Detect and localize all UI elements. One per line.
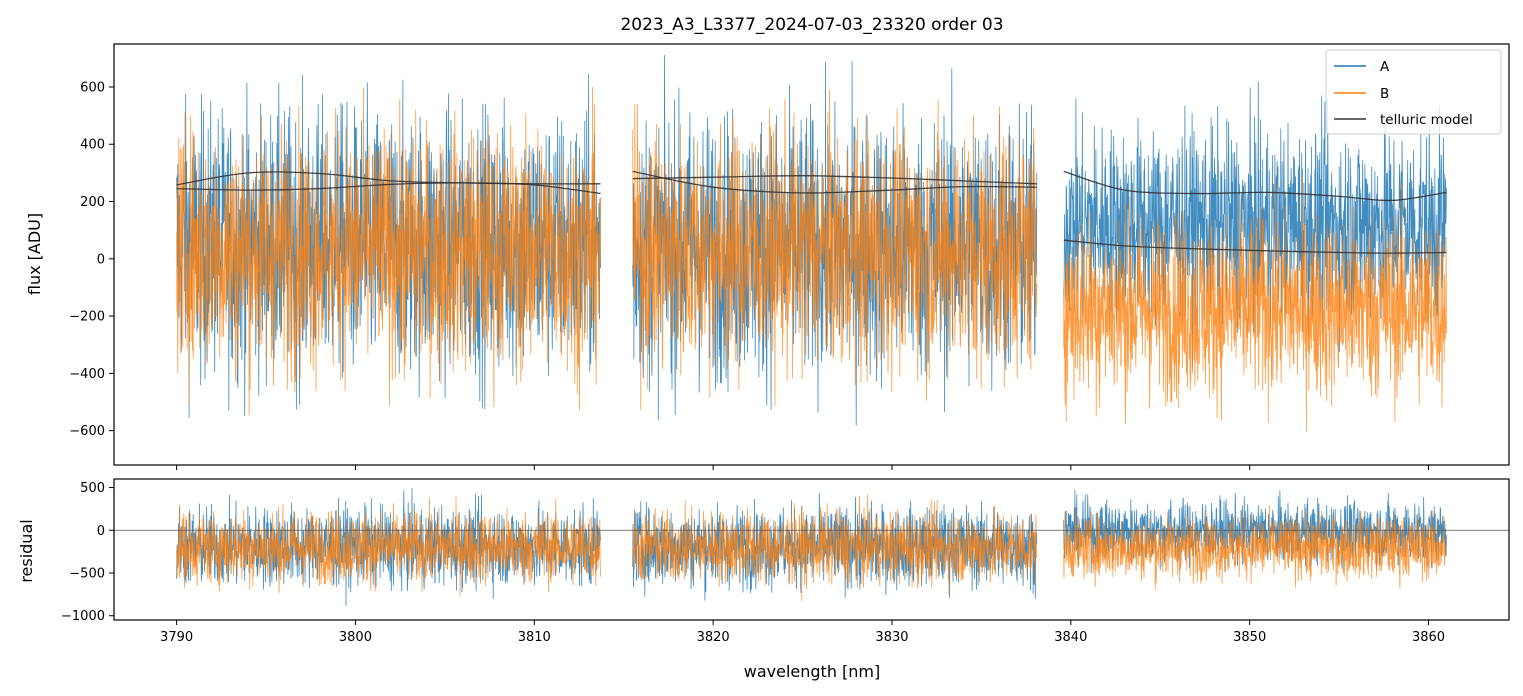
- telluric-model-curve-3: [632, 170, 1037, 194]
- series-b-line-segment-1: [176, 86, 601, 416]
- flux-ytick-label: 600: [80, 80, 105, 95]
- residual-xtick-label: 3860: [1412, 630, 1445, 645]
- residual-ytick-label: −500: [69, 567, 105, 582]
- residual-x-ticks: 3790 3800 3810 3820 3830 3840 3850 3860: [160, 620, 1445, 645]
- residual-xtick-label: 3830: [875, 630, 908, 645]
- residual-ytick-label: −1000: [61, 609, 105, 624]
- residual-y-ticks: −1000 −500 0 500: [61, 481, 114, 624]
- telluric-model-curve-5: [1063, 170, 1447, 202]
- flux-ytick-label: −400: [69, 367, 105, 382]
- legend-label-b: B: [1380, 86, 1389, 102]
- residual-ytick-label: 0: [97, 524, 105, 539]
- legend-box: [1325, 49, 1502, 135]
- residual-xtick-label: 3790: [160, 630, 193, 645]
- flux-x-ticks: [176, 465, 1430, 470]
- legend: A B telluric model: [1325, 49, 1502, 135]
- telluric-model-curve-2: [176, 171, 601, 186]
- chart-title: 2023_A3_L3377_2024-07-03_23320 order 03: [620, 15, 1003, 35]
- legend-label-telluric: telluric model: [1380, 112, 1473, 128]
- residual-xtick-label: 3820: [697, 630, 730, 645]
- residual-b-line-segment-3: [1063, 505, 1447, 591]
- residual-b-line-segment-1: [176, 496, 601, 596]
- flux-y-axis-label: flux [ADU]: [25, 213, 44, 295]
- legend-label-a: A: [1380, 59, 1390, 75]
- residual-xtick-label: 3800: [339, 630, 372, 645]
- series-b-line-segment-2: [632, 89, 1038, 411]
- flux-axes-frame: [113, 43, 1510, 466]
- residual-a-line-segment-1: [176, 487, 601, 606]
- residual-panel: −1000 −500 0 500 3790 3800 3810 3820 3830 3840 38…: [17, 478, 1510, 681]
- flux-ytick-label: 200: [80, 195, 105, 210]
- series-b-line-segment-3: [1063, 177, 1447, 432]
- residual-ytick-label: 500: [80, 481, 105, 496]
- flux-ytick-label: 0: [97, 252, 105, 267]
- flux-ytick-label: 400: [80, 138, 105, 153]
- residual-axes-frame: [113, 478, 1510, 621]
- series-a-line-segment-3: [1063, 81, 1447, 369]
- flux-y-ticks: −600 −400 −200 0 200 400 600: [69, 80, 114, 439]
- residual-plot-area: [114, 487, 1509, 606]
- residual-y-axis-label: residual: [17, 519, 36, 582]
- x-axis-label: wavelength [nm]: [744, 662, 881, 681]
- telluric-model-curve-4: [632, 175, 1037, 185]
- flux-ytick-label: −200: [69, 310, 105, 325]
- flux-plot-area: [176, 55, 1447, 432]
- residual-xtick-label: 3850: [1233, 630, 1266, 645]
- flux-ytick-label: −600: [69, 424, 105, 439]
- flux-panel: −600 −400 −200 0 200 400 600 flux [ADU] A B te…: [25, 43, 1510, 470]
- telluric-model-curve-1: [176, 182, 601, 195]
- residual-xtick-label: 3810: [518, 630, 551, 645]
- residual-xtick-label: 3840: [1054, 630, 1087, 645]
- residual-b-line-segment-2: [632, 494, 1038, 602]
- telluric-model-curve-6: [1063, 239, 1447, 254]
